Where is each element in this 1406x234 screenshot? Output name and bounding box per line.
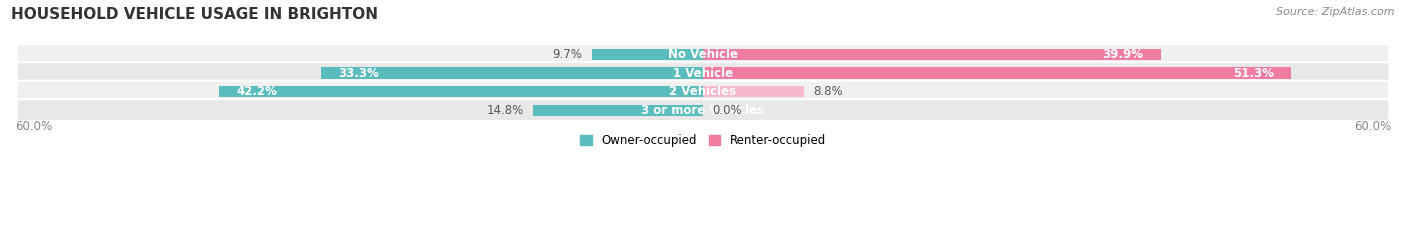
Bar: [703, 86, 804, 98]
Text: 3 or more Vehicles: 3 or more Vehicles: [641, 104, 765, 117]
FancyBboxPatch shape: [17, 44, 1389, 66]
Text: 14.8%: 14.8%: [486, 104, 524, 117]
Text: Source: ZipAtlas.com: Source: ZipAtlas.com: [1277, 7, 1395, 17]
Bar: [219, 86, 703, 98]
Bar: [703, 49, 1160, 60]
Legend: Owner-occupied, Renter-occupied: Owner-occupied, Renter-occupied: [575, 130, 831, 152]
Bar: [703, 67, 1291, 79]
FancyBboxPatch shape: [17, 62, 1389, 84]
FancyBboxPatch shape: [17, 99, 1389, 121]
Text: 2 Vehicles: 2 Vehicles: [669, 85, 737, 98]
Text: 9.7%: 9.7%: [553, 48, 582, 61]
Bar: [533, 105, 703, 116]
Bar: [321, 67, 703, 79]
Text: 42.2%: 42.2%: [236, 85, 277, 98]
Text: 1 Vehicle: 1 Vehicle: [673, 67, 733, 80]
Text: 51.3%: 51.3%: [1233, 67, 1274, 80]
Text: No Vehicle: No Vehicle: [668, 48, 738, 61]
Text: 8.8%: 8.8%: [813, 85, 842, 98]
Text: 33.3%: 33.3%: [339, 67, 380, 80]
Text: 0.0%: 0.0%: [713, 104, 742, 117]
Text: HOUSEHOLD VEHICLE USAGE IN BRIGHTON: HOUSEHOLD VEHICLE USAGE IN BRIGHTON: [11, 7, 378, 22]
FancyBboxPatch shape: [17, 80, 1389, 103]
Text: 39.9%: 39.9%: [1102, 48, 1143, 61]
Text: 60.0%: 60.0%: [15, 120, 52, 132]
Bar: [592, 49, 703, 60]
Text: 60.0%: 60.0%: [1354, 120, 1391, 132]
